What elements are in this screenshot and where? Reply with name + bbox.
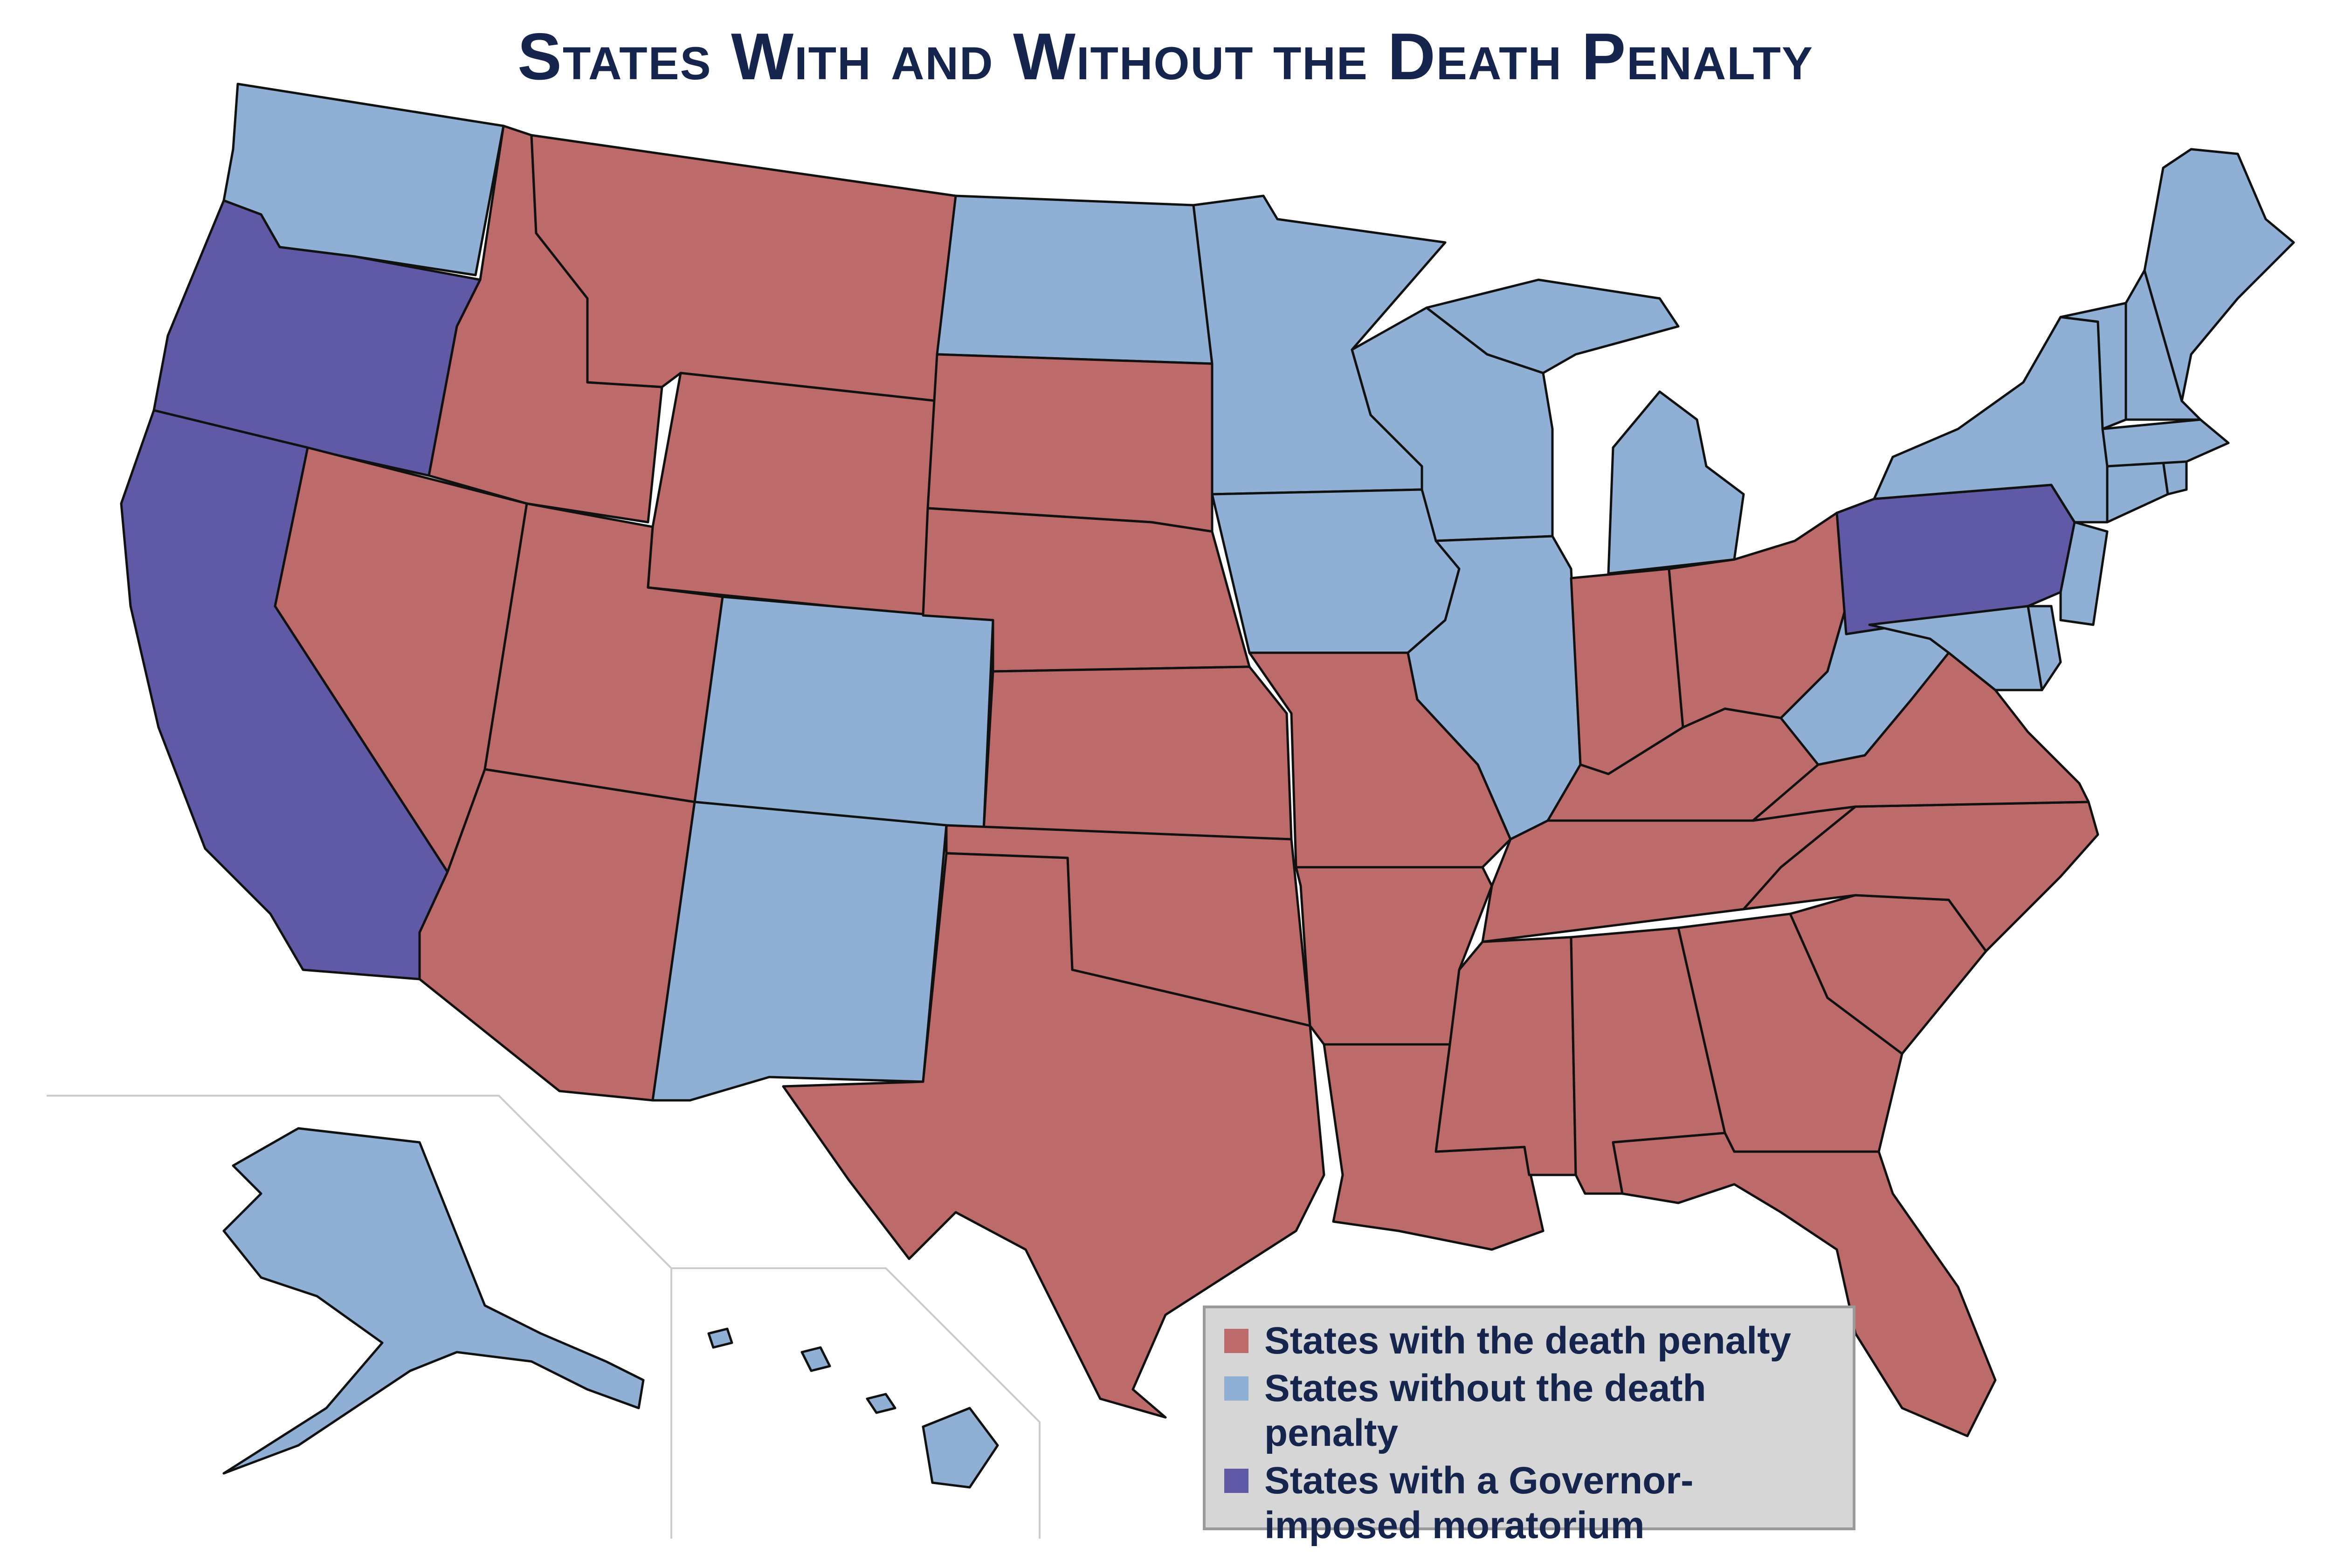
map-title: States With and Without the Death Penalt… — [517, 20, 1814, 94]
legend-swatch-no-death-penalty — [1224, 1376, 1248, 1401]
state-iowa — [1211, 488, 1461, 654]
legend-swatch-moratorium — [1224, 1469, 1248, 1493]
state-colorado — [693, 595, 994, 831]
state-rhode-island — [2162, 460, 2188, 496]
legend-label-death-penalty: States with the death penalty — [1264, 1319, 1791, 1362]
legend: States with the death penalty States wit… — [1203, 1306, 1855, 1547]
state-north-carolina — [1742, 801, 2099, 953]
state-texas — [782, 852, 1325, 1419]
state-vermont — [2059, 302, 2127, 430]
legend-label-no-death-penalty: States without the death penalty — [1264, 1367, 1706, 1454]
legend-label-moratorium: States with a Governor-imposed moratoriu… — [1264, 1459, 1694, 1547]
state-florida — [1612, 1132, 1997, 1437]
state-hawaii-islands — [707, 1327, 897, 1414]
state-new-hampshire — [2124, 269, 2202, 421]
state-kansas — [982, 665, 1293, 841]
hawaii-inset-border — [671, 1267, 1041, 1539]
alaska-inset-border — [47, 1095, 672, 1539]
state-south-dakota — [926, 353, 1214, 533]
state-illinois — [1407, 535, 1582, 841]
legend-item-moratorium: States with a Governor-imposed moratoriu… — [1224, 1458, 1834, 1548]
state-massachusetts — [2101, 418, 2230, 468]
state-michigan — [1607, 390, 1745, 575]
state-new-jersey — [2059, 521, 2109, 626]
state-maine — [2143, 148, 2295, 402]
state-connecticut — [2106, 460, 2169, 524]
state-montana — [530, 134, 957, 402]
legend-item-no-death-penalty: States without the death penalty — [1224, 1366, 1834, 1456]
state-delaware — [2027, 605, 2062, 691]
legend-swatch-death-penalty — [1224, 1329, 1248, 1353]
state-michigan-upper — [1425, 278, 1680, 374]
state-alaska — [222, 1127, 645, 1475]
state-hawaii — [922, 1407, 999, 1489]
legend-item-death-penalty: States with the death penalty — [1224, 1319, 1834, 1363]
state-wyoming — [647, 372, 938, 617]
state-north-dakota — [936, 194, 1214, 365]
state-new-mexico — [651, 801, 948, 1102]
